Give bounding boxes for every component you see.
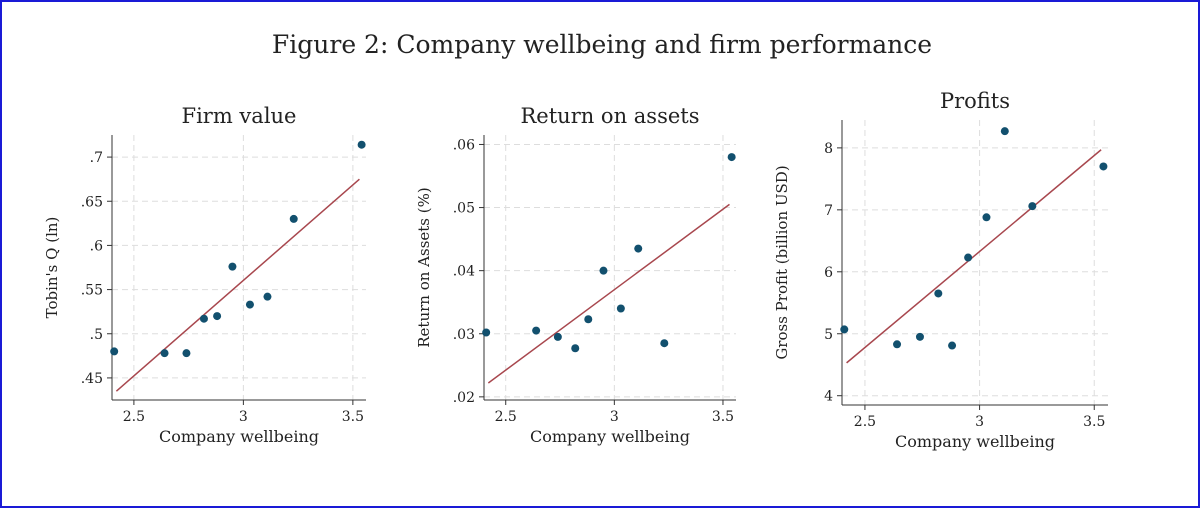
fit-line xyxy=(487,203,730,384)
y-axis-label: Return on Assets (%) xyxy=(415,187,433,347)
x-tick-label: 3.5 xyxy=(1083,414,1105,430)
x-tick-label: 3.5 xyxy=(342,409,364,425)
data-point xyxy=(199,314,208,323)
y-tick-label: 4 xyxy=(824,389,833,405)
y-tick-label: .6 xyxy=(90,238,103,254)
data-point xyxy=(634,244,643,253)
data-point xyxy=(964,253,973,262)
data-point xyxy=(660,339,669,348)
x-tick-label: 3.5 xyxy=(712,409,734,425)
data-point xyxy=(727,153,736,162)
data-point xyxy=(482,328,491,337)
data-point xyxy=(840,325,849,334)
data-point xyxy=(532,326,541,335)
data-point xyxy=(160,349,169,358)
y-tick-label: 5 xyxy=(824,327,833,343)
chart-title: Firm value xyxy=(182,104,297,128)
fit-line xyxy=(846,149,1102,364)
data-point xyxy=(616,304,625,313)
y-tick-label: .7 xyxy=(90,150,103,166)
y-tick-label: 8 xyxy=(824,141,833,157)
data-point xyxy=(893,340,902,349)
y-tick-label: .03 xyxy=(453,327,475,343)
data-point xyxy=(182,349,191,358)
x-axis-label: Company wellbeing xyxy=(159,427,319,446)
x-tick-label: 3 xyxy=(610,409,619,425)
y-tick-label: .04 xyxy=(453,264,475,280)
data-point xyxy=(915,332,924,341)
x-tick-label: 2.5 xyxy=(123,409,145,425)
y-tick-label: .5 xyxy=(90,327,103,343)
data-point xyxy=(263,292,272,301)
x-tick-label: 3 xyxy=(239,409,248,425)
x-tick-label: 2.5 xyxy=(854,414,876,430)
y-tick-label: .06 xyxy=(453,137,475,153)
data-point xyxy=(934,289,943,298)
y-tick-label: .45 xyxy=(81,371,103,387)
x-tick-label: 3 xyxy=(975,414,984,430)
y-axis-label: Gross Profit (billion USD) xyxy=(773,165,791,359)
figure-title: Figure 2: Company wellbeing and firm per… xyxy=(271,30,933,59)
data-point xyxy=(1000,127,1009,136)
data-point xyxy=(982,213,991,222)
data-point xyxy=(110,347,119,356)
y-tick-label: .55 xyxy=(81,283,103,299)
y-tick-label: .65 xyxy=(81,194,103,210)
y-tick-label: 7 xyxy=(824,203,833,219)
x-axis-label: Company wellbeing xyxy=(530,427,690,446)
fit-line xyxy=(115,178,360,392)
data-point xyxy=(245,300,254,309)
data-point xyxy=(553,332,562,341)
chart-title: Profits xyxy=(940,89,1010,113)
data-point xyxy=(357,140,366,149)
y-tick-label: .02 xyxy=(453,390,475,406)
data-point xyxy=(1099,162,1108,171)
data-point xyxy=(599,266,608,275)
y-axis-label: Tobin's Q (ln) xyxy=(43,217,61,319)
x-tick-label: 2.5 xyxy=(495,409,517,425)
y-tick-label: 6 xyxy=(824,265,833,281)
data-point xyxy=(213,312,222,321)
data-point xyxy=(289,214,298,223)
data-point xyxy=(1028,202,1037,211)
chart-title: Return on assets xyxy=(520,104,699,128)
data-point xyxy=(228,262,237,271)
data-point xyxy=(948,341,957,350)
data-point xyxy=(584,315,593,324)
y-tick-label: .05 xyxy=(453,201,475,217)
data-point xyxy=(571,344,580,353)
x-axis-label: Company wellbeing xyxy=(895,432,1055,451)
